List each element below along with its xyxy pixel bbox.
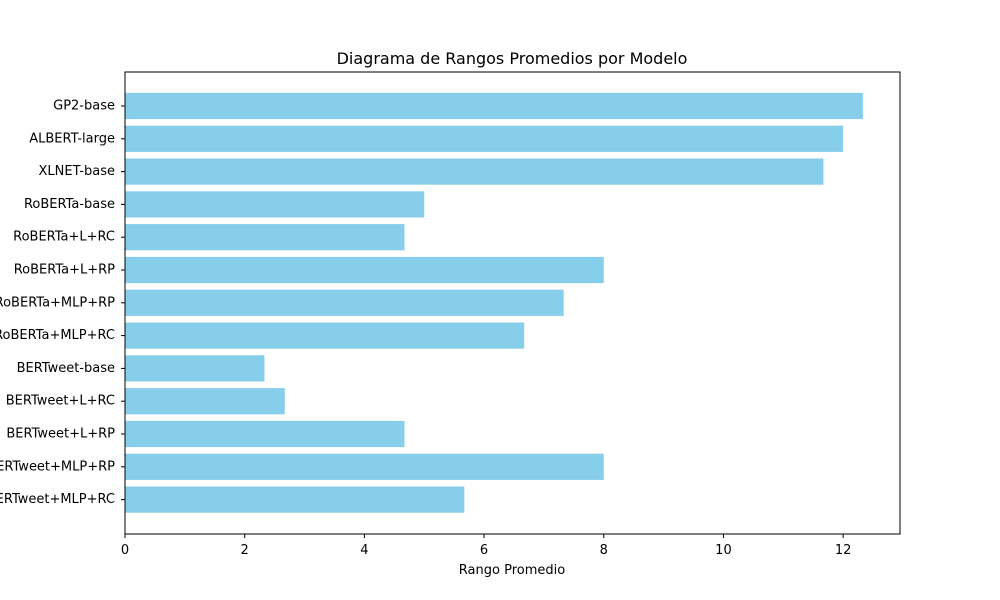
x-tick-label: 2 (241, 543, 249, 558)
y-tick-label: ALBERT-large (29, 131, 115, 146)
x-tick-label: 12 (835, 543, 852, 558)
y-tick-label: BERTweet+L+RC (6, 394, 115, 409)
x-axis-label: Rango Promedio (459, 563, 565, 578)
x-tick-label: 10 (715, 543, 732, 558)
bar (125, 158, 824, 185)
y-tick-label: BERTweet-base (17, 361, 115, 376)
y-tick-label: XLNET-base (38, 164, 115, 179)
y-tick-label: RoBERTa+MLP+RP (0, 295, 115, 310)
x-axis-ticks: 0 2 4 6 8 10 12 (121, 534, 852, 558)
bar (125, 125, 844, 152)
bar (125, 224, 405, 251)
y-tick-label: RoBERTa+MLP+RC (0, 328, 115, 343)
y-tick-label: BERTweet+MLP+RP (0, 459, 115, 474)
bar (125, 420, 405, 448)
bars-group (125, 92, 863, 513)
chart-title: Diagrama de Rangos Promedios por Modelo (337, 49, 688, 68)
bar (125, 92, 863, 120)
bar (125, 191, 425, 218)
bar (125, 486, 465, 513)
x-tick-label: 4 (360, 543, 368, 558)
y-axis-ticks: GP2-base ALBERT-large XLNET-base RoBERTa-ba… (0, 99, 125, 507)
x-tick-label: 8 (600, 543, 608, 558)
bar (125, 256, 604, 284)
bar (125, 453, 604, 480)
x-tick-label: 0 (121, 543, 129, 558)
y-tick-label: RoBERTa+L+RC (13, 230, 115, 245)
bar (125, 289, 564, 316)
plot-frame (124, 71, 901, 535)
bar (125, 355, 265, 382)
y-tick-label: RoBERTa-base (24, 197, 115, 212)
y-tick-label: GP2-base (53, 99, 115, 114)
x-tick-label: 6 (480, 543, 488, 558)
y-tick-label: BERTweet+L+RP (6, 427, 115, 442)
bar (125, 388, 285, 415)
y-tick-label: BERTweet+MLP+RC (0, 492, 115, 507)
y-tick-label: RoBERTa+L+RP (14, 263, 115, 278)
bar (125, 322, 525, 349)
